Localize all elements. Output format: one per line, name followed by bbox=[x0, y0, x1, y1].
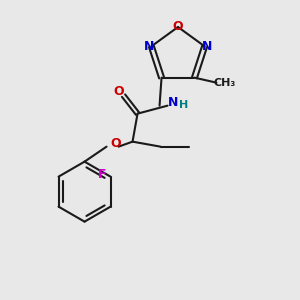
Text: F: F bbox=[98, 168, 107, 181]
Text: O: O bbox=[173, 20, 183, 34]
Text: N: N bbox=[201, 40, 212, 53]
Text: CH₃: CH₃ bbox=[213, 78, 236, 88]
Text: N: N bbox=[144, 40, 154, 53]
Text: O: O bbox=[113, 85, 124, 98]
Text: N: N bbox=[168, 96, 179, 109]
Text: O: O bbox=[110, 137, 121, 150]
Text: H: H bbox=[179, 100, 188, 110]
